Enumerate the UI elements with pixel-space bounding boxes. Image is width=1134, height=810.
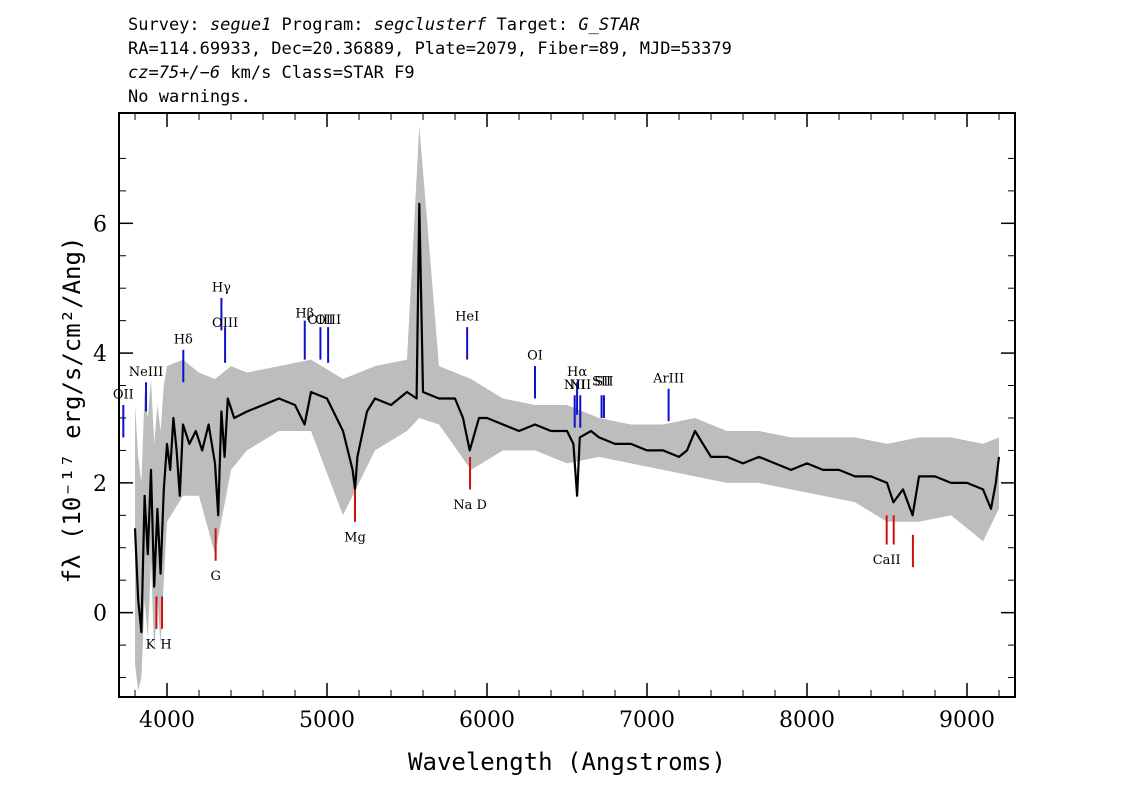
x-axis-ticks: 4000 5000 6000 7000 8000 9000 (134, 113, 1000, 733)
x-tick-label: 4000 (139, 708, 195, 733)
header-line-1: Survey: segue1 Program: segclusterf Targ… (128, 15, 640, 35)
x-tick-label: 8000 (779, 708, 835, 733)
plot-frame (118, 112, 1016, 698)
line-marker-label: NeIII (129, 365, 163, 380)
x-axis-label: Wavelength (Angstroms) (408, 748, 726, 776)
line-marker-label: Hα (567, 365, 587, 380)
line-marker-label: K (146, 637, 156, 652)
line-marker-label: Mg (344, 530, 366, 545)
line-marker-label: OIII (212, 316, 238, 331)
line-marker-label: ArIII (652, 371, 684, 386)
error-band-area (135, 126, 999, 691)
line-marker-label: SII (594, 375, 613, 390)
header-line-3: cz=75+/−6 km/s Class=STAR F9 (128, 63, 415, 83)
line-marker-label: OII (113, 388, 134, 403)
line-marker-label: HeI (455, 310, 479, 325)
y-tick-label: 2 (93, 472, 107, 497)
flux-line (133, 202, 1001, 634)
line-marker-label: Hδ (174, 332, 193, 347)
flux-spectrum (133, 202, 1001, 634)
y-axis-label: fλ (10⁻¹⁷ erg/s/cm²/Ang) (58, 237, 86, 584)
line-marker-label: NII (569, 378, 591, 393)
line-marker-label: OIII (315, 313, 341, 328)
program-value: segclusterf (374, 15, 487, 35)
survey-label: Survey: (128, 15, 210, 35)
line-marker-label: NII (564, 378, 586, 393)
line-marker-label: OI (527, 349, 543, 364)
y-tick-label: 4 (93, 342, 107, 367)
line-marker-label: OIII (307, 313, 333, 328)
target-label: Target: (486, 15, 578, 35)
header-line-4: No warnings. (128, 87, 251, 107)
x-tick-label: 5000 (299, 708, 355, 733)
x-tick-label: 7000 (619, 708, 675, 733)
line-marker-label: Hβ (295, 306, 314, 321)
line-marker-label: Na D (453, 498, 487, 513)
class-value: km/s Class=STAR F9 (220, 63, 414, 83)
redshift-value: cz=75+/−6 (128, 63, 220, 83)
line-marker-label: H (160, 637, 171, 652)
line-marker-label: SII (592, 375, 611, 390)
program-label: Program: (271, 15, 373, 35)
line-marker-label: CaII (873, 553, 901, 568)
target-value: G_STAR (578, 15, 639, 35)
survey-value: segue1 (210, 15, 271, 35)
header-line-2: RA=114.69933, Dec=20.36889, Plate=2079, … (128, 39, 732, 59)
error-band (135, 126, 999, 691)
x-tick-label: 6000 (459, 708, 515, 733)
line-marker-label: G (210, 569, 220, 584)
y-tick-label: 6 (93, 212, 107, 237)
line-marker-label: Hγ (212, 280, 231, 295)
chart-header: Survey: segue1 Program: segclusterf Targ… (128, 15, 732, 107)
y-tick-label: 0 (93, 602, 107, 627)
y-axis-ticks: 0 2 4 6 (93, 157, 1015, 679)
x-tick-label: 9000 (939, 708, 995, 733)
